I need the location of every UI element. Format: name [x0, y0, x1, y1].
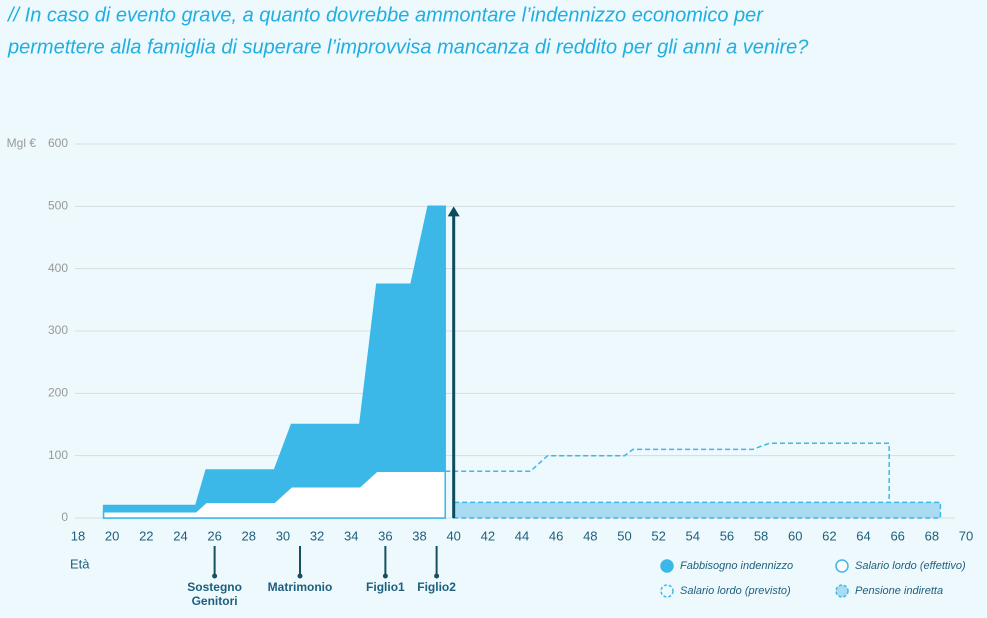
x-tick-label: 48 [583, 528, 597, 543]
series-area [102, 205, 446, 519]
event-label: Matrimonio [268, 580, 333, 594]
event-dot [297, 573, 303, 579]
y-unit: Mgl € [7, 136, 37, 150]
legend-swatch [835, 559, 849, 573]
series-line [445, 442, 890, 518]
y-tick-label: 600 [48, 136, 68, 150]
legend-swatch [835, 584, 849, 598]
x-tick-label: 58 [754, 528, 768, 543]
x-tick-label: 68 [925, 528, 939, 543]
x-tick-label: 66 [890, 528, 904, 543]
x-tick-label: 28 [242, 528, 256, 543]
y-tick-label: 0 [61, 510, 68, 524]
x-tick-label: 56 [720, 528, 734, 543]
x-tick-label: 46 [549, 528, 563, 543]
x-tick-label: 34 [344, 528, 358, 543]
x-tick-label: 64 [856, 528, 870, 543]
x-label: Età [70, 556, 90, 571]
x-tick-label: 38 [412, 528, 426, 543]
legend-swatch [660, 584, 674, 598]
x-tick-label: 60 [788, 528, 802, 543]
x-tick-label: 32 [310, 528, 324, 543]
y-tick-label: 300 [48, 323, 68, 337]
x-tick-label: 50 [617, 528, 631, 543]
x-tick-label: 26 [207, 528, 221, 543]
legend-label: Salario lordo (effettivo) [855, 560, 966, 572]
x-tick-label: 20 [105, 528, 119, 543]
legend-swatch [660, 559, 674, 573]
series-area [102, 470, 446, 519]
x-tick-label: 18 [71, 528, 85, 543]
x-tick-label: 24 [173, 528, 187, 543]
x-tick-label: 62 [822, 528, 836, 543]
x-tick-label: 22 [139, 528, 153, 543]
y-tick-label: 200 [48, 386, 68, 400]
y-tick-label: 500 [48, 199, 68, 213]
y-tick-label: 400 [48, 261, 68, 275]
x-tick-label: 54 [686, 528, 700, 543]
event-label: Figlio2 [417, 580, 456, 594]
legend-label: Fabbisogno indennizzo [680, 560, 793, 572]
event-label: Sostegno Genitori [187, 580, 242, 608]
chart-title: // In caso di evento grave, a quanto dov… [6, 4, 764, 26]
x-tick-label: 52 [651, 528, 665, 543]
y-tick-label: 100 [48, 448, 68, 462]
x-tick-label: 36 [378, 528, 392, 543]
x-tick-label: 30 [276, 528, 290, 543]
x-tick-label: 44 [515, 528, 529, 543]
chart-title: permettere alla famiglia di superare l’i… [7, 36, 809, 58]
event-dot [212, 573, 218, 579]
x-tick-label: 70 [959, 528, 973, 543]
event-dot [382, 573, 388, 579]
legend-label: Pensione indiretta [855, 585, 943, 597]
event-label: Figlio1 [366, 580, 405, 594]
x-tick-label: 42 [481, 528, 495, 543]
legend-label: Salario lordo (previsto) [680, 585, 791, 597]
arrow-head [447, 206, 460, 217]
x-tick-label: 40 [446, 528, 460, 543]
series-area [452, 501, 942, 519]
event-dot [434, 573, 440, 579]
